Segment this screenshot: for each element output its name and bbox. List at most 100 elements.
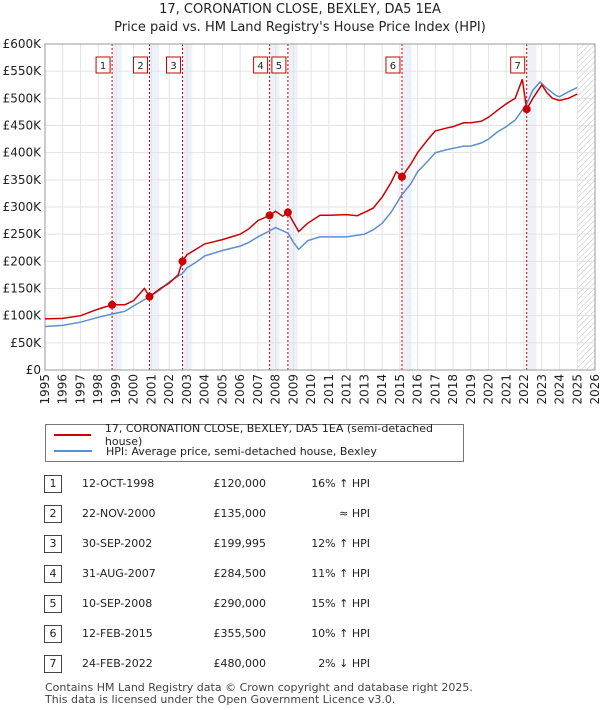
sale-number-label: 7 <box>515 61 521 72</box>
legend-item-property: 17, CORONATION CLOSE, BEXLEY, DA5 1EA (s… <box>54 422 463 448</box>
y-tick-label: £150K <box>3 282 43 296</box>
hpi-comparison: 2% ↓ HPI <box>318 657 370 670</box>
chart-subtitle: Price paid vs. HM Land Registry's House … <box>114 20 486 35</box>
sale-number-box <box>510 56 526 74</box>
sale-price: £290,000 <box>213 597 267 610</box>
x-tick-label: 2003 <box>180 374 194 405</box>
sale-price: £135,000 <box>213 507 267 520</box>
row-number: 3 <box>44 535 62 553</box>
legend-label-hpi: HPI: Average price, semi-detached house,… <box>106 444 377 458</box>
plot-frame <box>44 43 596 371</box>
sale-price: £120,000 <box>213 477 267 490</box>
sale-date: 10-SEP-2008 <box>82 597 153 610</box>
row-number: 4 <box>44 565 62 583</box>
sale-number-box <box>166 56 181 74</box>
x-tick-label: 2013 <box>357 374 371 405</box>
x-tick-label: 2016 <box>411 374 425 405</box>
sale-number-box <box>253 56 269 74</box>
hpi-comparison: ≈ HPI <box>339 507 370 520</box>
series-line-property <box>44 79 578 320</box>
y-tick-label: £50K <box>10 336 42 350</box>
table-row: 1 12-OCT-1998 £120,000 16% ↑ HPI <box>0 475 600 495</box>
x-tick-label: 2017 <box>428 374 442 405</box>
sale-number-box <box>271 56 287 74</box>
y-tick-label: £300K <box>3 200 43 214</box>
sale-number-box <box>385 56 401 74</box>
y-tick-label: £100K <box>3 309 43 323</box>
table-row: 7 24-FEB-2022 £480,000 2% ↓ HPI <box>0 655 600 675</box>
x-tick-label: 2000 <box>127 374 141 405</box>
x-tick-label: 1999 <box>109 374 123 405</box>
y-tick-label: £400K <box>3 146 43 160</box>
sale-price: £284,500 <box>213 567 267 580</box>
y-tick-label: £250K <box>3 227 43 241</box>
x-tick-label: 2024 <box>553 374 567 405</box>
sale-number-label: 1 <box>100 61 106 72</box>
x-tick-label: 2023 <box>535 374 549 405</box>
table-row: 5 10-SEP-2008 £290,000 15% ↑ HPI <box>0 595 600 615</box>
x-tick-label: 2022 <box>517 374 531 405</box>
x-tick-label: 2009 <box>286 374 300 405</box>
x-tick-label: 1996 <box>56 374 70 405</box>
sale-date: 12-OCT-1998 <box>82 477 155 490</box>
sale-point <box>283 208 292 217</box>
hpi-comparison: 12% ↑ HPI <box>311 537 370 550</box>
sale-price: £355,500 <box>213 627 267 640</box>
sale-number-label: 3 <box>170 61 176 72</box>
sale-date: 12-FEB-2015 <box>82 627 153 640</box>
legend-swatch-property <box>54 434 91 436</box>
x-tick-label: 2002 <box>162 374 176 405</box>
hpi-comparison: 15% ↑ HPI <box>311 597 370 610</box>
row-number: 5 <box>44 595 62 613</box>
x-tick-label: 1998 <box>91 374 105 405</box>
hpi-comparison: 10% ↑ HPI <box>311 627 370 640</box>
x-tick-label: 2004 <box>198 374 212 405</box>
y-tick-label: £550K <box>3 64 43 78</box>
table-row: 6 12-FEB-2015 £355,500 10% ↑ HPI <box>0 625 600 645</box>
x-tick-label: 2005 <box>215 374 229 405</box>
chart-title: 17, CORONATION CLOSE, BEXLEY, DA5 1EA <box>159 2 441 17</box>
y-tick-label: £450K <box>3 119 43 133</box>
sale-point <box>265 211 274 220</box>
table-row: 4 31-AUG-2007 £284,500 11% ↑ HPI <box>0 565 600 585</box>
sale-number-label: 2 <box>137 61 143 72</box>
footer-copyright: Contains HM Land Registry data © Crown c… <box>45 681 473 694</box>
footer-licence: This data is licensed under the Open Gov… <box>45 693 396 706</box>
row-number: 7 <box>44 655 62 673</box>
sale-number-label: 4 <box>257 61 263 72</box>
price-chart: £0 £50K £100K £150K £200K £250K £300K £350K £400… <box>3 37 600 405</box>
x-tick-label: 2001 <box>144 374 158 405</box>
x-tick-label: 2006 <box>233 374 247 405</box>
row-number: 1 <box>44 475 62 493</box>
hpi-comparison: 11% ↑ HPI <box>311 567 370 580</box>
y-tick-label: £350K <box>3 173 43 187</box>
x-tick-label: 2007 <box>251 374 265 405</box>
x-tick-label: 1997 <box>73 374 87 405</box>
x-tick-label: 2010 <box>304 374 318 405</box>
legend-item-hpi: HPI: Average price, semi-detached house,… <box>54 443 377 459</box>
sale-price: £480,000 <box>213 657 267 670</box>
table-row: 2 22-NOV-2000 £135,000 ≈ HPI <box>0 505 600 525</box>
sale-number-box <box>95 56 111 74</box>
x-tick-label: 2011 <box>322 374 336 405</box>
x-tick-label: 2018 <box>446 374 460 405</box>
x-tick-label: 2014 <box>375 374 389 405</box>
x-tick-label: 2008 <box>269 374 283 405</box>
x-tick-label: 2020 <box>482 374 496 405</box>
y-tick-label: £0 <box>26 363 41 377</box>
legend-swatch-hpi <box>54 450 92 452</box>
x-tick-label: 2026 <box>588 374 600 405</box>
legend-label-property: 17, CORONATION CLOSE, BEXLEY, DA5 1EA (s… <box>104 422 433 448</box>
sale-point <box>522 105 531 114</box>
sale-date: 30-SEP-2002 <box>82 537 153 550</box>
sale-date: 24-FEB-2022 <box>82 657 153 670</box>
sale-point <box>397 172 406 181</box>
sale-point <box>178 257 187 266</box>
sale-number-label: 5 <box>276 61 282 72</box>
row-number: 6 <box>44 625 62 643</box>
y-tick-label: £600K <box>3 37 43 51</box>
sale-point <box>145 292 154 301</box>
sale-number-label: 6 <box>390 61 396 72</box>
sale-date: 22-NOV-2000 <box>82 507 156 520</box>
row-number: 2 <box>44 505 62 523</box>
